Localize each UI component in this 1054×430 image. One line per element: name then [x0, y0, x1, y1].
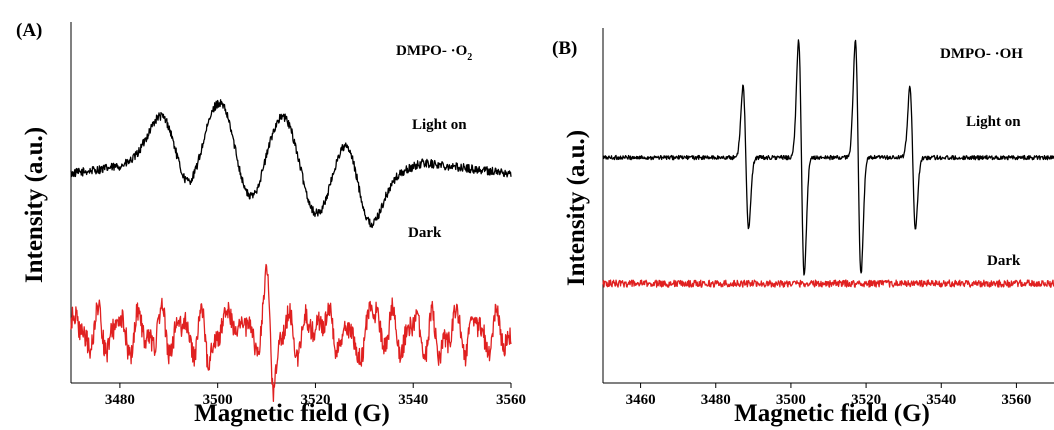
panel-a-series-dark: [70, 263, 512, 402]
panel-b-light-on-label: Light on: [966, 114, 1021, 130]
panel-a-x-axis-title: Magnetic field (G): [194, 400, 390, 427]
panel-a-radical-label-subscript: 2: [467, 52, 472, 63]
panel-a-x-tick-label-3560: 3560: [496, 392, 526, 408]
panel-a-x-tick-label-3520: 3520: [300, 392, 330, 408]
panel-a-traces: [70, 99, 512, 402]
panel-b-series-dark: [602, 279, 1054, 288]
panel-b-series-light-on: [602, 39, 1054, 276]
panel-a-x-tick-label-3480: 3480: [105, 392, 135, 408]
panel-a-letter: (A): [16, 20, 42, 41]
panel-a-dark-label: Dark: [408, 225, 442, 241]
panel-b-dark-label: Dark: [987, 253, 1021, 269]
panel-b-traces: [602, 39, 1054, 288]
panel-a-radical-label-main: DMPO- ·O: [396, 43, 467, 59]
panel-b-radical-label: DMPO- ·OH: [940, 46, 1023, 62]
panel-a-series-light-on: [70, 99, 512, 229]
panel-b-x-ticks: 3460 3480 3500 3520 3540 3560: [626, 383, 1031, 408]
panel-a-light-on-label: Light on: [412, 117, 467, 133]
panel-b: (B) 3460 3480 3500 3520 3540 3560 Magnetic fi…: [552, 28, 1054, 427]
panel-a-x-tick-label-3540: 3540: [398, 392, 428, 408]
panel-a-y-axis-title: Intensity (a.u.): [21, 127, 48, 283]
panel-b-x-tick-label-3500: 3500: [776, 392, 806, 408]
panel-b-x-tick-label-3540: 3540: [926, 392, 956, 408]
panel-b-x-tick-label-3520: 3520: [851, 392, 881, 408]
panel-b-x-tick-label-3480: 3480: [701, 392, 731, 408]
panel-a: (A) 3480 3500 3520 3540 3560 Magnetic field …: [16, 20, 526, 427]
panel-a-x-ticks: 3480 3500 3520 3540 3560: [105, 383, 526, 408]
panel-b-x-tick-label-3460: 3460: [626, 392, 656, 408]
panel-b-letter: (B): [552, 38, 577, 59]
panel-a-radical-label: DMPO- ·O2: [396, 43, 472, 63]
panel-a-x-tick-label-3500: 3500: [203, 392, 233, 408]
panel-b-x-tick-label-3560: 3560: [1001, 392, 1031, 408]
panel-b-x-axis-title: Magnetic field (G): [734, 400, 930, 427]
panel-b-y-axis-title: Intensity (a.u.): [563, 130, 590, 286]
